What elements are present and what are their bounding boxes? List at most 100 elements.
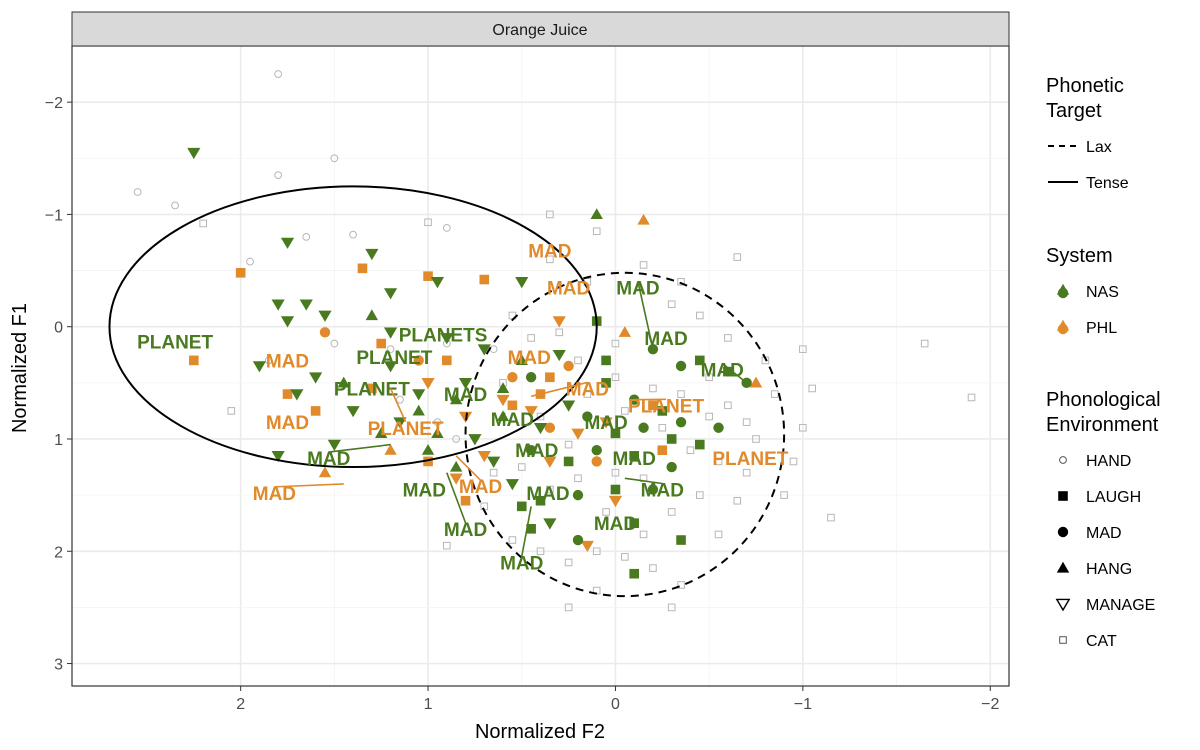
point-label: PLANET (368, 419, 444, 440)
data-point (657, 445, 668, 456)
data-point (686, 446, 695, 455)
data-point (742, 468, 751, 477)
data-point (412, 389, 426, 401)
data-point (799, 423, 807, 432)
point-label: MAD (526, 484, 569, 505)
data-point (789, 457, 798, 466)
data-point (515, 354, 528, 365)
point-label: MAD (616, 278, 659, 299)
data-point (280, 316, 295, 328)
data-point (460, 495, 471, 506)
data-point (592, 227, 601, 236)
data-point (564, 603, 573, 612)
data-point (591, 445, 602, 456)
data-point (618, 326, 632, 337)
legend-title: Target (1046, 100, 1102, 122)
data-point (648, 400, 658, 411)
data-point (621, 407, 629, 415)
data-point (563, 360, 574, 372)
data-point (574, 474, 582, 483)
data-point (479, 274, 490, 285)
data-point (694, 355, 705, 366)
data-point (714, 530, 723, 539)
legend: Phonetic Target Lax Tense System NAS PHL Phonol… (1046, 75, 1161, 650)
data-point (442, 223, 451, 232)
data-point (496, 382, 510, 394)
data-point (733, 496, 742, 505)
data-point (694, 439, 705, 450)
legend-label: NAS (1086, 284, 1119, 301)
data-point (599, 417, 613, 429)
data-point (564, 440, 573, 449)
data-point (639, 530, 648, 539)
legend-shape-key (1059, 456, 1067, 464)
label-leader-line (530, 381, 588, 398)
y-axis-title: Normalized F1 (9, 303, 31, 433)
data-point (507, 400, 518, 411)
data-point (290, 389, 304, 401)
data-point (430, 276, 445, 289)
data-point (562, 400, 576, 412)
data-point (552, 349, 566, 362)
data-point (496, 410, 510, 422)
data-point (677, 277, 685, 286)
data-point (723, 366, 733, 377)
legend-title: System (1046, 245, 1113, 267)
legend-shape-key (1056, 561, 1070, 573)
data-point (337, 376, 350, 388)
data-point (920, 339, 929, 348)
data-point (274, 70, 283, 78)
data-point (383, 361, 398, 373)
data-point (545, 372, 555, 383)
data-point (433, 418, 442, 427)
data-point (611, 468, 620, 477)
x-tick-label: 0 (611, 696, 620, 713)
data-point (349, 230, 358, 239)
legend-label: MAD (1086, 525, 1122, 542)
point-label: MAD (644, 329, 687, 350)
data-point (271, 451, 285, 463)
legend-label: HANG (1086, 561, 1132, 578)
data-point (572, 534, 584, 546)
grid-lines (72, 46, 1009, 686)
data-point (421, 444, 435, 455)
data-point (749, 376, 763, 388)
data-point (574, 356, 582, 365)
data-point (280, 237, 295, 249)
data-point (468, 434, 482, 446)
ellipses (108, 185, 786, 598)
x-tick-label: 1 (424, 696, 433, 713)
data-point (431, 427, 444, 438)
data-point (677, 581, 685, 589)
y-tick-label: 1 (54, 432, 63, 449)
data-point (536, 547, 545, 556)
x-axis-title: Normalized F2 (475, 721, 605, 743)
legend-title: Phonological (1046, 389, 1161, 411)
data-point (657, 406, 668, 416)
data-point (309, 372, 323, 384)
data-point (421, 378, 435, 390)
legend-label: CAT (1086, 633, 1117, 650)
x-tick-label: −2 (981, 696, 999, 713)
plot-panel (72, 46, 1009, 686)
data-point (608, 495, 623, 508)
point-label: MAD (444, 520, 487, 541)
data-point (384, 444, 397, 455)
point-label: MAD (403, 481, 446, 502)
data-point (487, 456, 501, 468)
data-point (386, 345, 395, 354)
point-label: MAD (508, 348, 551, 369)
label-leader-line (721, 362, 748, 384)
point-label: MAD (500, 553, 543, 574)
data-point (357, 263, 368, 274)
legend-system-key (1057, 323, 1069, 335)
data-point (319, 327, 331, 338)
data-point (544, 422, 556, 433)
label-leader-line (637, 281, 654, 350)
data-point (610, 428, 621, 439)
point-label: MAD (584, 413, 627, 434)
point-label: MAD (641, 481, 684, 502)
legend-shape-key (1058, 491, 1068, 501)
data-point (572, 489, 584, 501)
legend-label: LAUGH (1086, 489, 1141, 506)
